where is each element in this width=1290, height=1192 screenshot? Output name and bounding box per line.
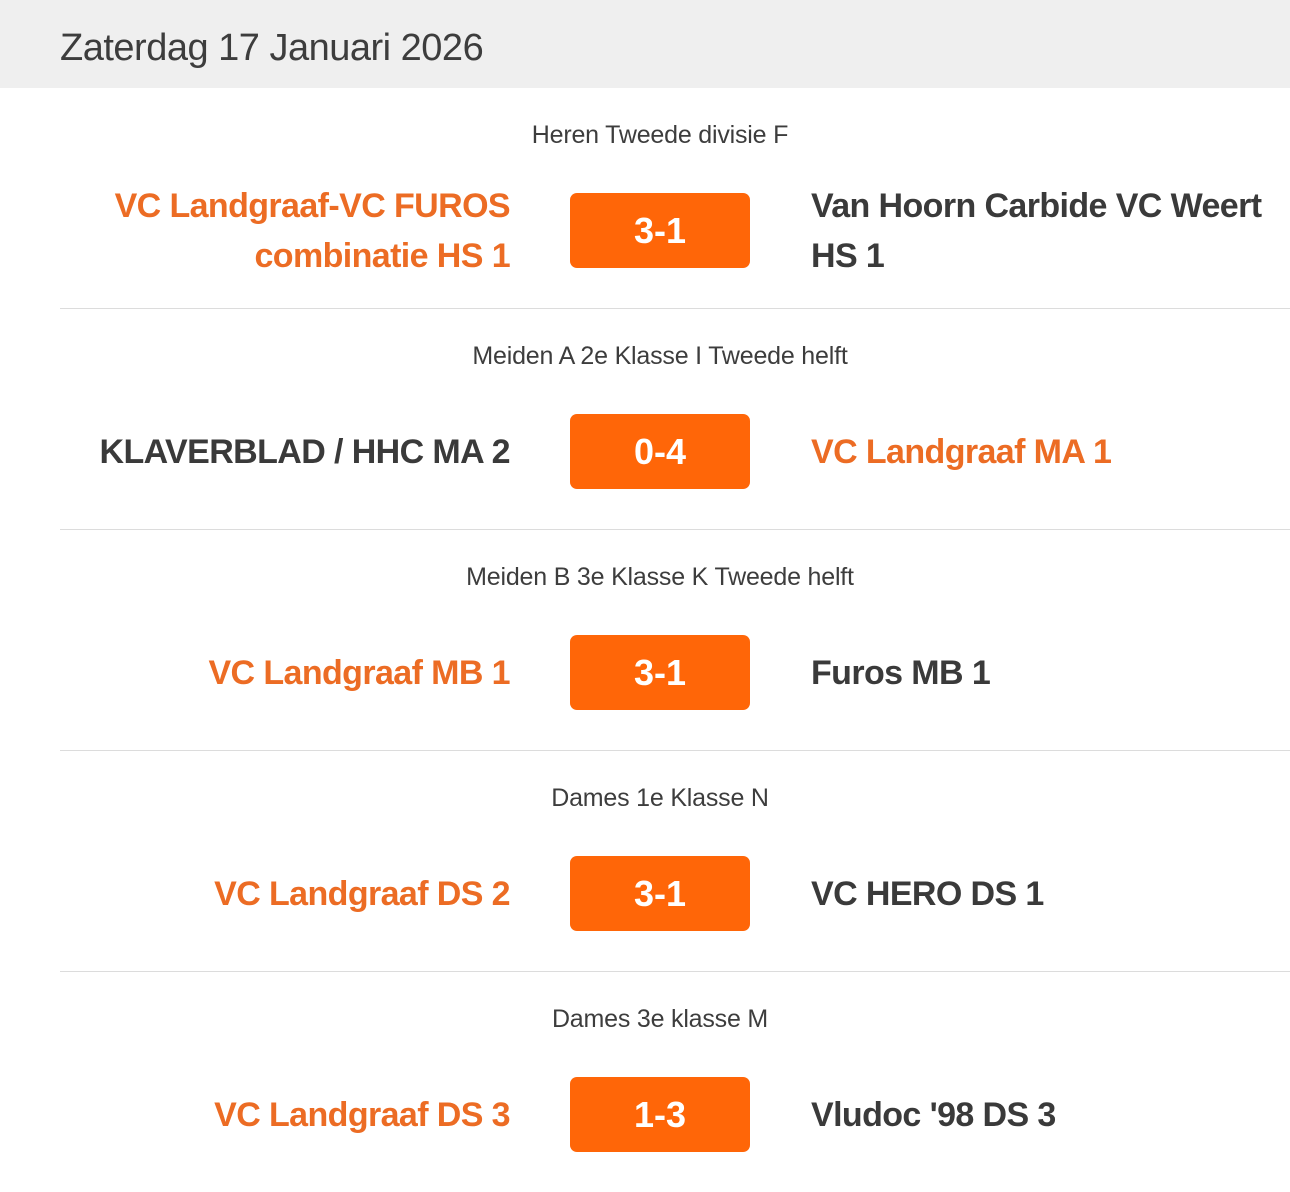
match-category: Meiden A 2e Klasse I Tweede helft (472, 342, 848, 370)
away-team[interactable]: Van Hoorn Carbide VC Weert HS 1 (811, 187, 1262, 275)
match-list: Heren Tweede divisie F VC Landgraaf-VC F… (0, 88, 1290, 1192)
score-badge[interactable]: 0-4 (570, 414, 750, 489)
home-team[interactable]: KLAVERBLAD / HHC MA 2 (99, 433, 510, 471)
match-row[interactable]: Dames 1e Klasse N VC Landgraaf DS 2 3-1 … (60, 751, 1290, 972)
away-team[interactable]: VC HERO DS 1 (811, 875, 1044, 913)
match-row[interactable]: Dames 3e klasse M VC Landgraaf DS 3 1-3 … (60, 972, 1290, 1192)
match-category: Heren Tweede divisie F (531, 121, 789, 149)
match-row[interactable]: Meiden A 2e Klasse I Tweede helft KLAVER… (60, 309, 1290, 530)
away-team[interactable]: VC Landgraaf MA 1 (811, 433, 1112, 471)
score-badge[interactable]: 3-1 (570, 193, 750, 268)
home-team[interactable]: VC Landgraaf-VC FUROS combinatie HS 1 (114, 187, 511, 275)
home-team[interactable]: VC Landgraaf DS 3 (214, 1096, 510, 1134)
home-team[interactable]: VC Landgraaf MB 1 (208, 654, 510, 692)
match-category: Meiden B 3e Klasse K Tweede helft (466, 563, 854, 591)
date-header: Zaterdag 17 Januari 2026 (0, 0, 1290, 88)
score-badge[interactable]: 1-3 (570, 1077, 750, 1152)
match-row[interactable]: Meiden B 3e Klasse K Tweede helft VC Lan… (60, 530, 1290, 751)
away-team[interactable]: Furos MB 1 (811, 654, 991, 692)
match-category: Dames 3e klasse M (551, 1005, 769, 1033)
score-badge[interactable]: 3-1 (570, 856, 750, 931)
score-badge[interactable]: 3-1 (570, 635, 750, 710)
match-row[interactable]: Heren Tweede divisie F VC Landgraaf-VC F… (60, 88, 1290, 309)
match-category: Dames 1e Klasse N (551, 784, 769, 812)
home-team[interactable]: VC Landgraaf DS 2 (214, 875, 510, 913)
away-team[interactable]: Vludoc '98 DS 3 (811, 1096, 1056, 1134)
